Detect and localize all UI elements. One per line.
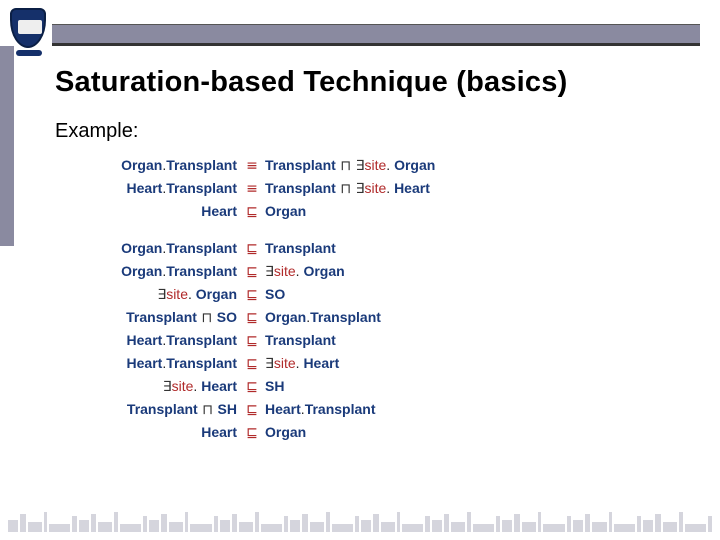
axiom-operator: ⊑ (243, 380, 261, 394)
axiom-row: Heart.Transplant⊑∃site. Heart (55, 356, 680, 371)
axiom-lhs: Heart.Transplant (55, 356, 243, 370)
axiom-rhs: Transplant ⊓ ∃site. Heart (261, 181, 430, 196)
axiom-row: Heart.Transplant≡Transplant ⊓ ∃site. Hea… (55, 181, 680, 196)
example-label: Example: (55, 120, 138, 143)
axiom-row: Transplant ⊓ SO⊑Organ.Transplant (55, 310, 680, 325)
university-crest-icon (10, 8, 48, 56)
axiom-lhs: Heart.Transplant (55, 333, 243, 347)
axiom-operator: ⊑ (243, 403, 261, 417)
axiom-rhs: ∃site. Heart (261, 356, 339, 371)
page-title: Saturation-based Technique (basics) (55, 66, 567, 99)
axiom-rhs: Organ (261, 204, 306, 218)
axiom-lhs: Heart.Transplant (55, 181, 243, 195)
skyline-decoration (8, 508, 712, 532)
axiom-rhs: SH (261, 379, 284, 393)
axiom-operator: ⊑ (243, 334, 261, 348)
axiom-row: Organ.Transplant≡Transplant ⊓ ∃site. Org… (55, 158, 680, 173)
axiom-row: ∃site. Heart⊑SH (55, 379, 680, 394)
axiom-row: Organ.Transplant⊑Transplant (55, 241, 680, 256)
axiom-row: Heart⊑Organ (55, 425, 680, 440)
left-accent (0, 46, 14, 246)
axiom-lhs: Organ.Transplant (55, 241, 243, 255)
axiom-operator: ⊑ (243, 357, 261, 371)
slide: Saturation-based Technique (basics) Exam… (0, 0, 720, 540)
axiom-row: Heart⊑Organ (55, 204, 680, 219)
axiom-operator: ⊑ (243, 311, 261, 325)
axiom-row: ∃site. Organ⊑SO (55, 287, 680, 302)
axiom-lhs: ∃site. Heart (55, 379, 243, 394)
axiom-operator: ⊑ (243, 205, 261, 219)
axiom-lhs: Transplant ⊓ SO (55, 310, 243, 325)
axiom-row: Organ.Transplant⊑∃site. Organ (55, 264, 680, 279)
header-bar (52, 24, 700, 46)
axiom-rhs: Organ.Transplant (261, 310, 381, 324)
axiom-rhs: Transplant ⊓ ∃site. Organ (261, 158, 435, 173)
axiom-list: Organ.Transplant≡Transplant ⊓ ∃site. Org… (55, 158, 680, 448)
axiom-rhs: Transplant (261, 333, 336, 347)
axiom-operator: ≡ (243, 182, 261, 196)
axiom-row: Heart.Transplant⊑Transplant (55, 333, 680, 348)
axiom-lhs: Heart (55, 204, 243, 218)
axiom-rhs: SO (261, 287, 285, 301)
axiom-operator: ⊑ (243, 242, 261, 256)
axiom-operator: ≡ (243, 159, 261, 173)
axiom-row: Transplant ⊓ SH⊑Heart.Transplant (55, 402, 680, 417)
axiom-rhs: Organ (261, 425, 306, 439)
axiom-lhs: Heart (55, 425, 243, 439)
axiom-lhs: Organ.Transplant (55, 264, 243, 278)
axiom-operator: ⊑ (243, 265, 261, 279)
axiom-operator: ⊑ (243, 288, 261, 302)
axiom-rhs: ∃site. Organ (261, 264, 345, 279)
axiom-lhs: Transplant ⊓ SH (55, 402, 243, 417)
axiom-rhs: Heart.Transplant (261, 402, 375, 416)
axiom-lhs: ∃site. Organ (55, 287, 243, 302)
axiom-lhs: Organ.Transplant (55, 158, 243, 172)
axiom-operator: ⊑ (243, 426, 261, 440)
axiom-rhs: Transplant (261, 241, 336, 255)
